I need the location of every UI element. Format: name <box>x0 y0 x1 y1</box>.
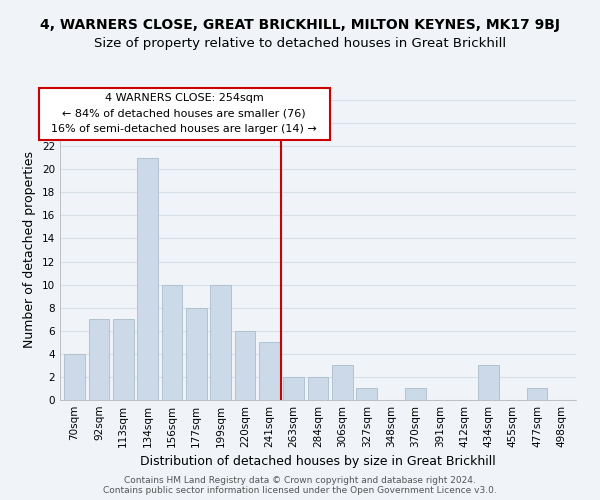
Text: 4, WARNERS CLOSE, GREAT BRICKHILL, MILTON KEYNES, MK17 9BJ: 4, WARNERS CLOSE, GREAT BRICKHILL, MILTO… <box>40 18 560 32</box>
X-axis label: Distribution of detached houses by size in Great Brickhill: Distribution of detached houses by size … <box>140 456 496 468</box>
Bar <box>308 377 328 400</box>
Text: Contains public sector information licensed under the Open Government Licence v3: Contains public sector information licen… <box>103 486 497 495</box>
Bar <box>332 366 353 400</box>
Bar <box>478 366 499 400</box>
Bar <box>405 388 426 400</box>
Bar <box>235 331 256 400</box>
Y-axis label: Number of detached properties: Number of detached properties <box>23 152 37 348</box>
Bar <box>283 377 304 400</box>
Bar <box>356 388 377 400</box>
Bar <box>113 319 134 400</box>
Text: Contains HM Land Registry data © Crown copyright and database right 2024.: Contains HM Land Registry data © Crown c… <box>124 476 476 485</box>
Bar <box>89 319 109 400</box>
Text: 4 WARNERS CLOSE: 254sqm  
  ← 84% of detached houses are smaller (76)  
  16% of: 4 WARNERS CLOSE: 254sqm ← 84% of detache… <box>44 93 324 134</box>
Bar <box>210 284 231 400</box>
Bar <box>64 354 85 400</box>
Bar <box>259 342 280 400</box>
Bar <box>186 308 206 400</box>
Bar <box>161 284 182 400</box>
Bar <box>527 388 547 400</box>
Text: Size of property relative to detached houses in Great Brickhill: Size of property relative to detached ho… <box>94 38 506 51</box>
Bar <box>137 158 158 400</box>
